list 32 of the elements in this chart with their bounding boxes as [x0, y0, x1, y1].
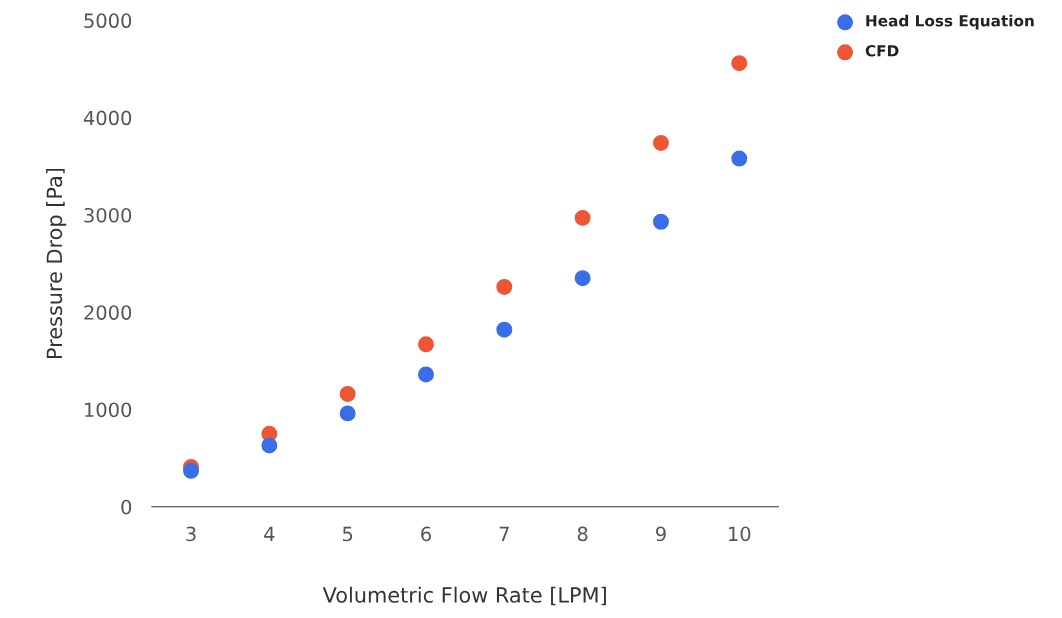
x-tick-label: 8 — [577, 526, 588, 542]
point — [496, 278, 513, 295]
x-tick-label: 9 — [656, 526, 666, 542]
point — [496, 321, 513, 338]
point — [339, 405, 356, 422]
y-tick-label: 2000 — [84, 305, 132, 320]
point — [652, 213, 669, 230]
point — [574, 270, 591, 287]
point — [574, 209, 591, 226]
x-tick-label: 6 — [421, 526, 431, 542]
x-tick-label: 10 — [729, 526, 751, 542]
y-tick-label: 0 — [121, 499, 132, 515]
y-tick-label: 5000 — [84, 13, 132, 29]
x-tick-label: 5 — [342, 526, 353, 542]
point — [339, 385, 356, 402]
x-tick-label: 7 — [499, 526, 509, 541]
y-axis-title: Pressure Drop [Pa] — [46, 168, 67, 358]
point — [418, 366, 434, 383]
point — [418, 336, 434, 353]
x-axis-title: Volumetric Flow Rate [LPM] — [322, 586, 606, 606]
legend-label: Head Loss Equation — [866, 14, 1034, 30]
point — [731, 55, 748, 72]
x-tick-label: 4 — [264, 526, 275, 541]
point — [731, 150, 748, 167]
y-tick-label: 4000 — [83, 110, 132, 126]
point — [183, 462, 200, 479]
x-tick-label: 3 — [186, 526, 196, 542]
y-tick-label: 1000 — [85, 402, 132, 418]
y-tick-label: 3000 — [84, 207, 132, 223]
point — [261, 437, 278, 454]
point — [652, 134, 669, 151]
legend-label: CFD — [865, 45, 899, 57]
